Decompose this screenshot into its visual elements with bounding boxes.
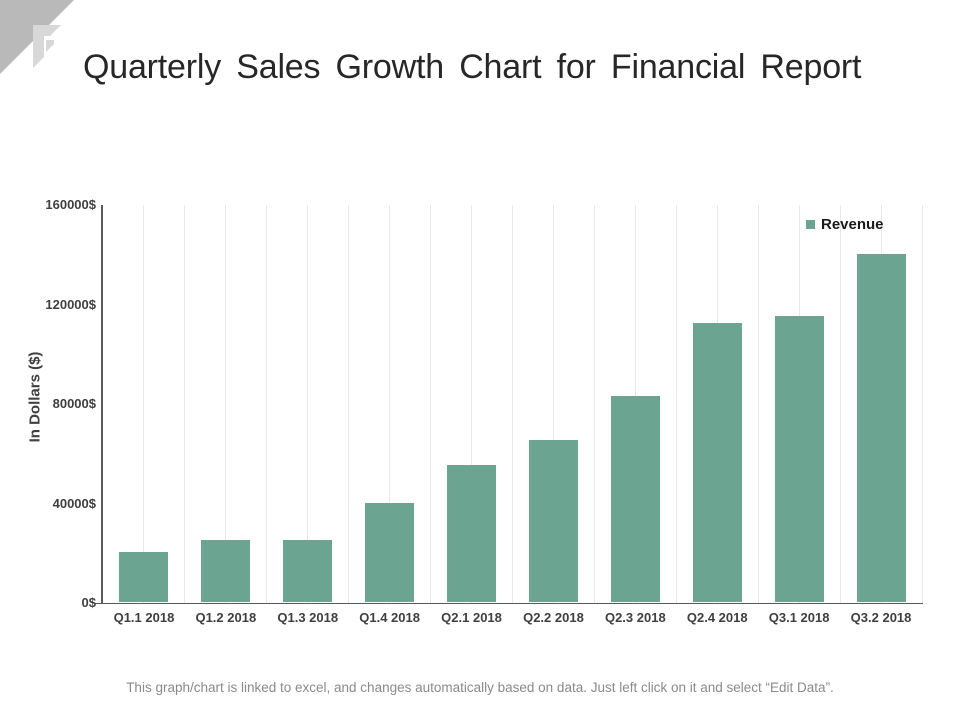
category-label: Q3.2 2018 xyxy=(850,610,912,625)
footer-note: This graph/chart is linked to excel, and… xyxy=(126,680,834,695)
gridline xyxy=(675,205,677,603)
gridline xyxy=(143,205,145,603)
bar-q2-4-2018[interactable] xyxy=(692,323,742,602)
category-label: Q1.4 2018 xyxy=(359,610,420,625)
y-tick-label: 0$ xyxy=(81,595,96,610)
gridline xyxy=(757,205,759,603)
bar-q2-2-2018[interactable] xyxy=(528,440,578,602)
bar-q2-3-2018[interactable] xyxy=(610,395,660,602)
plot-area: Revenue xyxy=(95,205,923,604)
bar-q1-3-2018[interactable] xyxy=(283,539,333,602)
gridline xyxy=(430,205,432,603)
category-label: Q1.3 2018 xyxy=(277,610,339,625)
y-tick-label: 40000$ xyxy=(52,495,96,511)
revenue-bar-chart[interactable]: In Dollars ($) Revenue 0$ 40000$ 80000$ 120… xyxy=(0,190,960,640)
bar-q3-2-2018[interactable] xyxy=(856,253,906,602)
y-tick-label: 80000$ xyxy=(52,396,96,411)
x-axis-line xyxy=(95,603,923,604)
gridline xyxy=(593,205,595,603)
gridline xyxy=(184,205,186,603)
y-tick-label: 120000$ xyxy=(45,296,96,312)
gridline xyxy=(266,205,268,603)
legend-swatch-icon xyxy=(806,220,815,229)
gridline xyxy=(307,205,309,603)
bar-q1-2-2018[interactable] xyxy=(201,539,251,602)
bar-q2-1-2018[interactable] xyxy=(447,465,497,602)
logo-bracket-icon xyxy=(33,25,61,68)
gridline xyxy=(348,205,350,603)
logo-step-icon xyxy=(46,40,54,52)
corner-arrow-logo xyxy=(0,0,74,74)
category-label: Q2.2 2018 xyxy=(523,610,584,625)
gridline xyxy=(471,205,473,603)
legend[interactable]: Revenue xyxy=(806,216,884,233)
gridline xyxy=(552,205,554,603)
gridline xyxy=(225,205,227,603)
y-tick-label: 160000$ xyxy=(45,197,96,212)
y-axis-line xyxy=(101,205,103,604)
category-label: Q1.2 2018 xyxy=(195,610,257,625)
bar-q3-1-2018[interactable] xyxy=(774,315,824,602)
category-label: Q2.4 2018 xyxy=(686,610,748,625)
gridline xyxy=(921,205,923,603)
bar-q1-1-2018[interactable] xyxy=(119,552,169,602)
gridline xyxy=(389,205,391,603)
gridline xyxy=(839,205,841,603)
legend-label: Revenue xyxy=(821,216,884,233)
page-title: Quarterly Sales Growth Chart for Financi… xyxy=(83,48,862,86)
category-label: Q1.1 2018 xyxy=(113,610,175,625)
category-label: Q2.1 2018 xyxy=(441,610,502,625)
gridline xyxy=(512,205,513,603)
category-label: Q3.1 2018 xyxy=(768,610,830,625)
category-label: Q2.3 2018 xyxy=(604,610,666,625)
bar-q1-4-2018[interactable] xyxy=(365,502,415,602)
